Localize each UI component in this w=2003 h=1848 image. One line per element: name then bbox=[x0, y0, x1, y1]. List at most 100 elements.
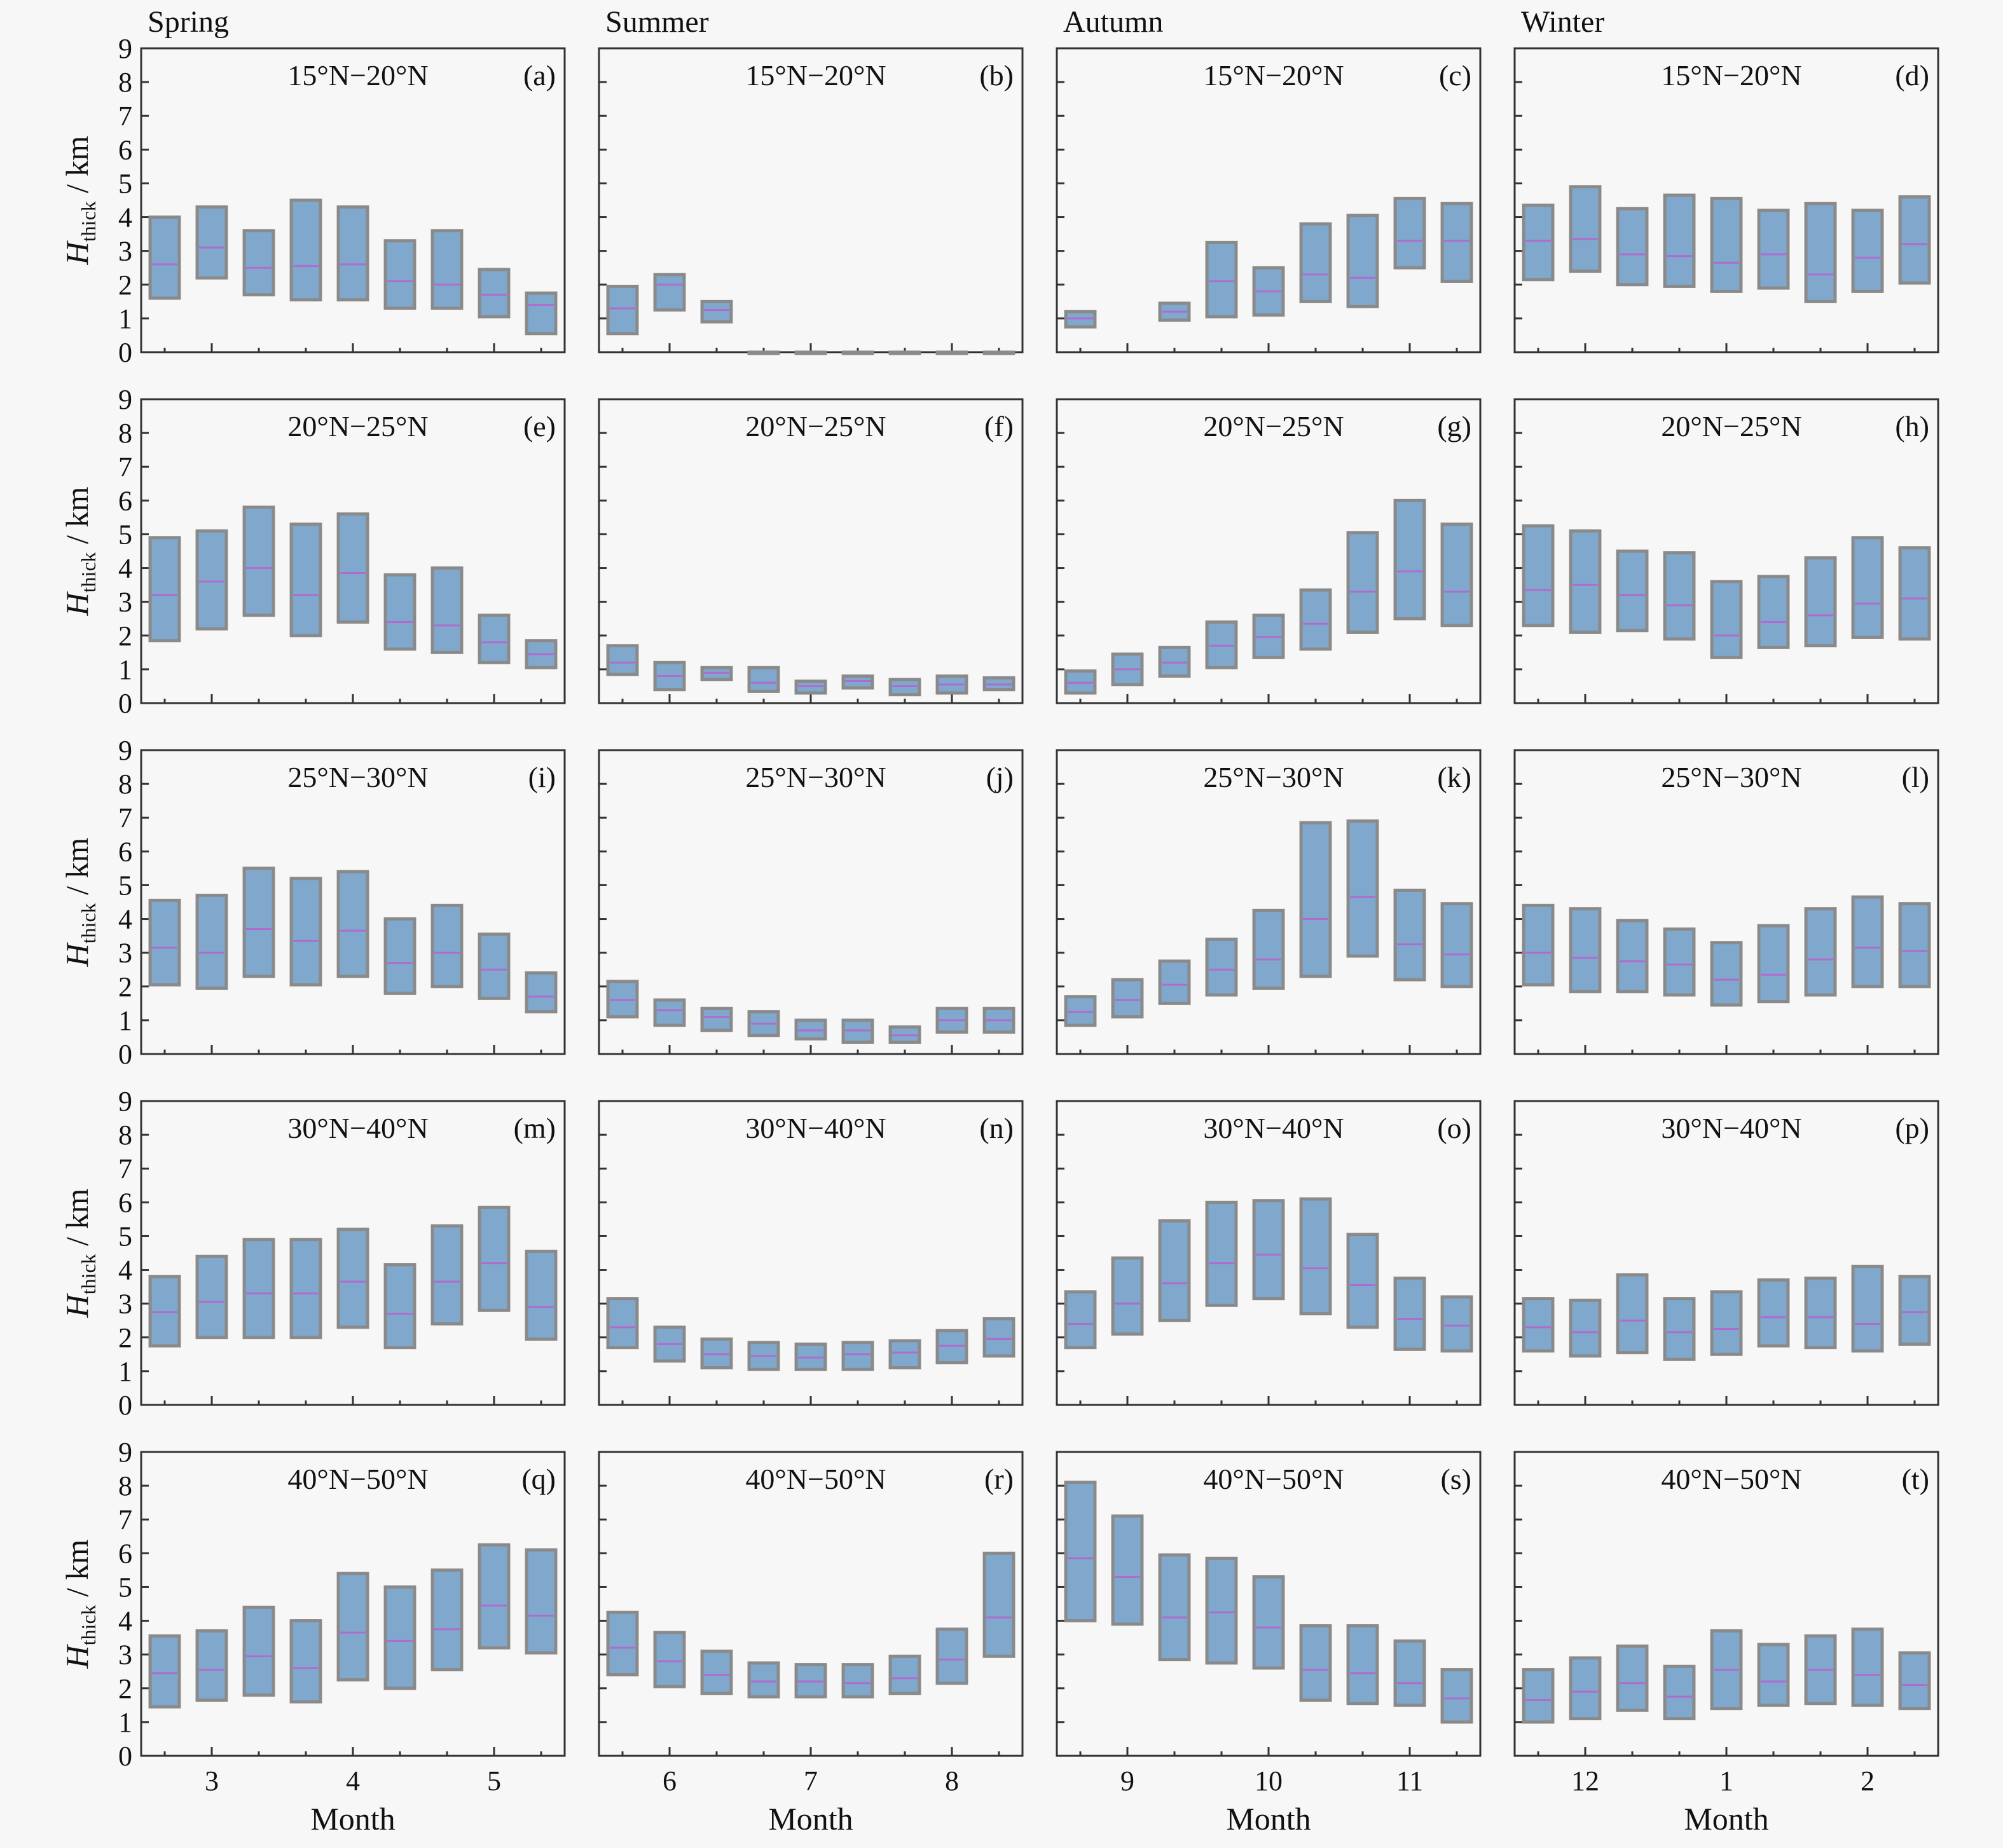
box bbox=[1252, 1575, 1285, 1670]
box bbox=[195, 529, 228, 631]
box bbox=[1522, 1297, 1555, 1353]
region-label: 40°N−50°N bbox=[1203, 1463, 1344, 1495]
region-label: 30°N−40°N bbox=[1203, 1112, 1344, 1144]
region-label: 40°N−50°N bbox=[745, 1463, 886, 1495]
box bbox=[242, 505, 275, 617]
x-axis-title: Month bbox=[310, 1801, 395, 1837]
box bbox=[1616, 1644, 1649, 1712]
x-tick-label: 8 bbox=[945, 1765, 959, 1797]
panel-letter: (h) bbox=[1895, 410, 1929, 442]
x-axis-title: Month bbox=[1226, 1801, 1311, 1837]
season-title: Summer bbox=[605, 5, 709, 39]
box bbox=[478, 613, 511, 664]
y-tick-label: 3 bbox=[118, 1639, 132, 1671]
box bbox=[888, 1339, 921, 1370]
box bbox=[430, 903, 464, 989]
y-tick-label: 0 bbox=[118, 688, 132, 719]
x-tick-label: 9 bbox=[1120, 1765, 1134, 1797]
box bbox=[1111, 1256, 1144, 1336]
y-tick-label: 2 bbox=[118, 971, 132, 1003]
y-axis-title: Hthick / km bbox=[59, 837, 100, 967]
box bbox=[1393, 1639, 1426, 1707]
box bbox=[1804, 907, 1837, 997]
box bbox=[1569, 185, 1602, 273]
box bbox=[1851, 895, 1884, 989]
panel-letter: (g) bbox=[1437, 410, 1471, 442]
box bbox=[383, 239, 416, 310]
box bbox=[1346, 531, 1379, 634]
region-label: 40°N−50°N bbox=[287, 1463, 428, 1495]
y-tick-label: 6 bbox=[118, 485, 132, 516]
box bbox=[336, 1571, 369, 1681]
box bbox=[1616, 549, 1649, 633]
panel-letter: (n) bbox=[979, 1112, 1014, 1144]
box bbox=[1440, 523, 1473, 627]
y-tick-label: 1 bbox=[118, 1005, 132, 1036]
box bbox=[1804, 556, 1837, 648]
y-tick-label: 0 bbox=[118, 1741, 132, 1772]
panel-r: 6 7 8 40°N−50°N (r) Month bbox=[598, 1451, 1024, 1837]
y-axis-title: Hthick / km bbox=[59, 486, 100, 616]
box bbox=[336, 1228, 369, 1329]
box bbox=[1804, 1276, 1837, 1350]
panel-d: 15°N−20°N (d) bbox=[1513, 47, 1939, 353]
box bbox=[1252, 908, 1285, 990]
box bbox=[1346, 1233, 1379, 1329]
box bbox=[888, 1654, 921, 1695]
y-tick-label: 3 bbox=[118, 587, 132, 618]
box bbox=[1663, 927, 1696, 997]
y-tick-label: 8 bbox=[118, 1119, 132, 1151]
panel-j: 25°N−30°N (j) bbox=[598, 749, 1024, 1055]
region-label: 25°N−30°N bbox=[1661, 761, 1801, 793]
y-tick-label: 0 bbox=[118, 1390, 132, 1421]
region-label: 20°N−25°N bbox=[287, 410, 428, 442]
panel-b: 15°N−20°N (b) bbox=[598, 47, 1024, 355]
y-tick-label: 9 bbox=[118, 1437, 132, 1468]
y-axis-title: Hthick / km bbox=[59, 1539, 100, 1669]
box bbox=[525, 1548, 558, 1655]
box bbox=[1111, 978, 1144, 1019]
box bbox=[1851, 536, 1884, 639]
panel-letter: (m) bbox=[514, 1112, 556, 1144]
box bbox=[1851, 209, 1884, 293]
y-tick-label: 2 bbox=[118, 620, 132, 652]
box bbox=[1569, 1656, 1602, 1721]
region-label: 20°N−25°N bbox=[745, 410, 886, 442]
box bbox=[383, 1263, 416, 1350]
panel-letter: (q) bbox=[521, 1463, 556, 1495]
box bbox=[383, 1585, 416, 1690]
box bbox=[606, 1297, 639, 1350]
box bbox=[1616, 207, 1649, 287]
panel-letter: (r) bbox=[984, 1463, 1014, 1495]
y-tick-label: 0 bbox=[118, 337, 132, 368]
box bbox=[195, 1629, 228, 1702]
box bbox=[935, 1627, 968, 1685]
x-tick-label: 6 bbox=[663, 1765, 677, 1797]
box bbox=[1158, 1553, 1191, 1662]
box bbox=[525, 291, 558, 336]
box bbox=[336, 512, 369, 624]
box bbox=[747, 350, 780, 355]
box bbox=[1111, 1514, 1144, 1626]
y-tick-label: 1 bbox=[118, 654, 132, 685]
box bbox=[1710, 941, 1743, 1007]
box bbox=[289, 198, 322, 302]
y-tick-label: 6 bbox=[118, 1538, 132, 1569]
panel-letter: (j) bbox=[986, 761, 1014, 793]
y-tick-label: 3 bbox=[118, 1289, 132, 1320]
box bbox=[841, 1341, 874, 1371]
x-tick-label: 12 bbox=[1571, 1765, 1599, 1797]
y-tick-label: 6 bbox=[118, 1187, 132, 1218]
box bbox=[1710, 1290, 1743, 1356]
box bbox=[1393, 1276, 1426, 1351]
box bbox=[982, 1317, 1015, 1358]
box bbox=[1898, 1275, 1931, 1346]
y-tick-label: 2 bbox=[118, 1322, 132, 1353]
y-tick-label: 7 bbox=[118, 1153, 132, 1184]
box bbox=[747, 1661, 780, 1699]
y-tick-label: 2 bbox=[118, 1673, 132, 1704]
box bbox=[1440, 202, 1473, 283]
box bbox=[478, 932, 511, 1000]
box bbox=[148, 1634, 181, 1709]
